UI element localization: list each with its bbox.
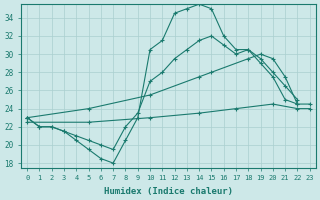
- X-axis label: Humidex (Indice chaleur): Humidex (Indice chaleur): [104, 187, 233, 196]
